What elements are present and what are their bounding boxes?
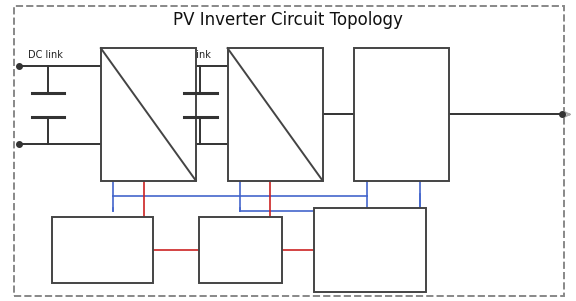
FancyBboxPatch shape xyxy=(199,217,282,283)
Text: DC: DC xyxy=(109,135,127,148)
FancyBboxPatch shape xyxy=(314,208,426,292)
FancyBboxPatch shape xyxy=(228,48,323,181)
Text: Voltage and Current
Measurements
&
Calculations: Voltage and Current Measurements & Calcu… xyxy=(321,225,419,275)
Text: DC link: DC link xyxy=(176,50,211,60)
Text: DC: DC xyxy=(236,135,254,148)
FancyBboxPatch shape xyxy=(52,217,153,283)
Text: FILTER: FILTER xyxy=(380,107,424,121)
Text: DC: DC xyxy=(168,135,186,148)
FancyBboxPatch shape xyxy=(101,48,196,181)
Text: Control
Circuit: Control Circuit xyxy=(218,234,263,265)
Text: MPPT
Mechanism: MPPT Mechanism xyxy=(67,234,138,265)
Text: PV Inverter Circuit Topology: PV Inverter Circuit Topology xyxy=(173,11,403,29)
FancyBboxPatch shape xyxy=(354,48,449,181)
Text: AC: AC xyxy=(295,135,312,148)
Text: DC link: DC link xyxy=(28,50,63,60)
